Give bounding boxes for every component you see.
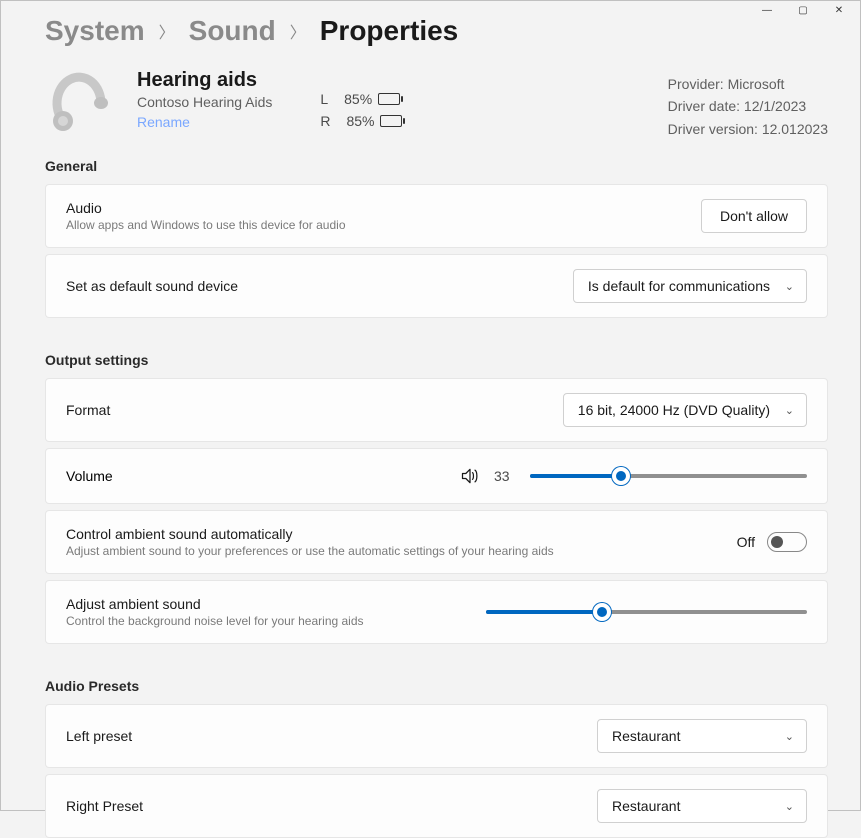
battery-right-prefix: R — [320, 113, 330, 129]
device-manufacturer: Contoso Hearing Aids — [137, 94, 272, 110]
default-device-select[interactable]: Is default for communications ⌄ — [573, 269, 807, 303]
card-title: Format — [66, 402, 563, 418]
volume-value: 33 — [494, 468, 516, 484]
rename-link[interactable]: Rename — [137, 114, 272, 130]
maximize-button[interactable]: ▢ — [796, 5, 810, 19]
card-left-preset: Left preset Restaurant ⌄ — [45, 704, 828, 768]
right-preset-select[interactable]: Restaurant ⌄ — [597, 789, 807, 823]
card-right-preset: Right Preset Restaurant ⌄ — [45, 774, 828, 838]
card-ambient-auto: Control ambient sound automatically Adju… — [45, 510, 828, 574]
card-sub: Adjust ambient sound to your preferences… — [66, 544, 737, 558]
select-value: Restaurant — [612, 798, 680, 814]
volume-slider[interactable] — [530, 474, 807, 478]
chevron-down-icon: ⌄ — [785, 730, 794, 743]
card-sub: Control the background noise level for y… — [66, 614, 486, 628]
card-title: Volume — [66, 468, 446, 484]
battery-left-percent: 85% — [344, 91, 372, 107]
breadcrumb: System 〉 Sound 〉 Properties — [45, 15, 828, 47]
card-title: Set as default sound device — [66, 278, 573, 294]
card-title: Control ambient sound automatically — [66, 526, 737, 542]
card-title: Adjust ambient sound — [66, 596, 486, 612]
format-select[interactable]: 16 bit, 24000 Hz (DVD Quality) ⌄ — [563, 393, 807, 427]
select-value: Restaurant — [612, 728, 680, 744]
card-title: Left preset — [66, 728, 597, 744]
chevron-down-icon: ⌄ — [785, 280, 794, 293]
section-presets: Audio Presets — [45, 678, 828, 694]
driver-info: Provider: Microsoft Driver date: 12/1/20… — [668, 69, 828, 140]
breadcrumb-system[interactable]: System — [45, 15, 145, 47]
minimize-button[interactable]: — — [760, 5, 774, 19]
card-format: Format 16 bit, 24000 Hz (DVD Quality) ⌄ — [45, 378, 828, 442]
titlebar: — ▢ ✕ — [760, 1, 860, 19]
breadcrumb-sound[interactable]: Sound — [189, 15, 276, 47]
card-default-device: Set as default sound device Is default f… — [45, 254, 828, 318]
device-header: Hearing aids Contoso Hearing Aids Rename… — [45, 69, 828, 140]
device-title: Hearing aids — [137, 69, 272, 92]
card-volume: Volume 33 — [45, 448, 828, 504]
card-audio: Audio Allow apps and Windows to use this… — [45, 184, 828, 248]
close-button[interactable]: ✕ — [832, 5, 846, 19]
ambient-auto-toggle[interactable] — [767, 532, 807, 552]
chevron-right-icon: 〉 — [159, 19, 175, 43]
battery-left-prefix: L — [320, 91, 328, 107]
select-value: 16 bit, 24000 Hz (DVD Quality) — [578, 402, 770, 418]
speaker-icon[interactable] — [460, 466, 480, 486]
chevron-down-icon: ⌄ — [785, 404, 794, 417]
dont-allow-button[interactable]: Don't allow — [701, 199, 807, 233]
card-title: Audio — [66, 200, 701, 216]
battery-icon — [378, 93, 400, 105]
chevron-right-icon: 〉 — [290, 19, 306, 43]
select-value: Is default for communications — [588, 278, 770, 294]
ambient-slider[interactable] — [486, 610, 807, 614]
hearing-aid-icon — [45, 69, 117, 133]
battery-right-percent: 85% — [346, 113, 374, 129]
section-general: General — [45, 158, 828, 174]
left-preset-select[interactable]: Restaurant ⌄ — [597, 719, 807, 753]
card-title: Right Preset — [66, 798, 597, 814]
card-sub: Allow apps and Windows to use this devic… — [66, 218, 701, 232]
card-ambient-adjust: Adjust ambient sound Control the backgro… — [45, 580, 828, 644]
battery-status: L 85% R 85% — [320, 69, 402, 129]
battery-icon — [380, 115, 402, 127]
toggle-state-label: Off — [737, 534, 755, 550]
breadcrumb-properties: Properties — [320, 15, 459, 47]
section-output: Output settings — [45, 352, 828, 368]
